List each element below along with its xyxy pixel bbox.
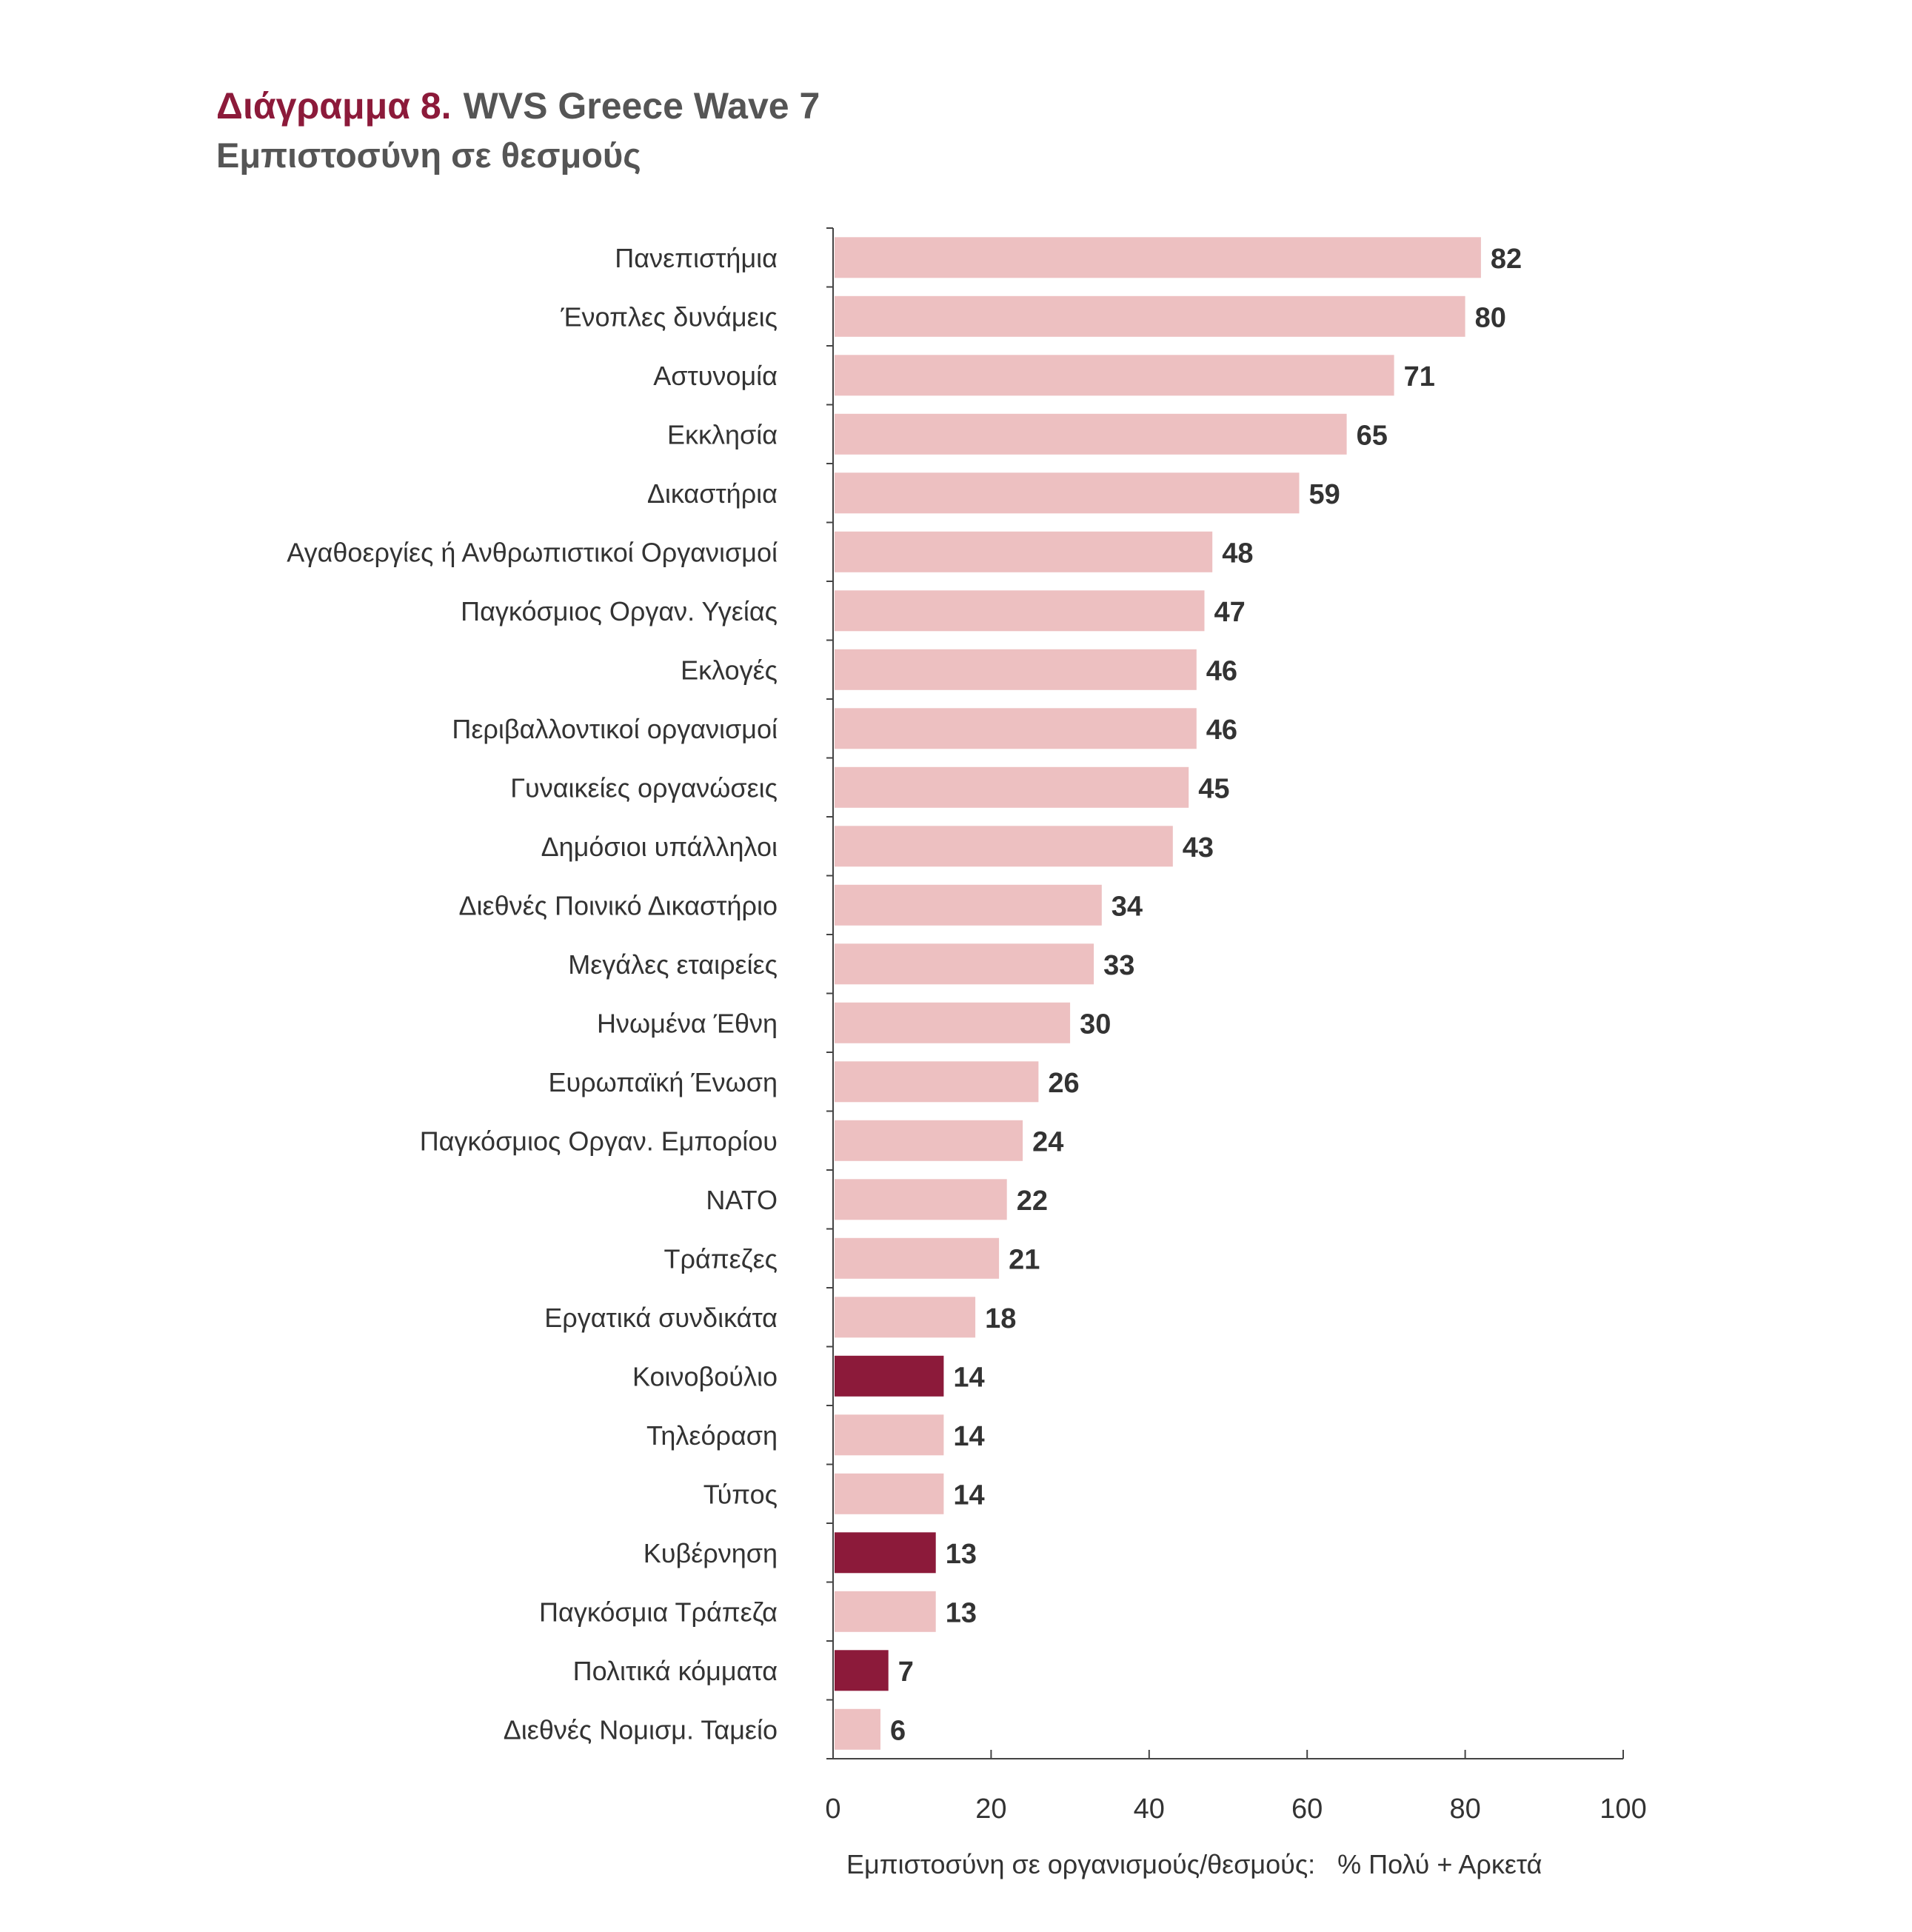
bar-13 xyxy=(835,943,1094,985)
bar-22 xyxy=(835,1473,944,1514)
category-label-19: Εργατικά συνδικάτα xyxy=(544,1303,778,1333)
category-label-1: Πανεπιστήμια xyxy=(615,243,778,273)
category-label-4: Εκκλησία xyxy=(667,419,778,449)
value-label-6: 48 xyxy=(1222,538,1253,569)
bar-21 xyxy=(835,1414,944,1456)
value-label-26: 6 xyxy=(890,1715,906,1746)
category-label-18: Τράπεζες xyxy=(664,1243,778,1274)
bar-9 xyxy=(835,708,1197,749)
category-label-13: Μεγάλες εταιρείες xyxy=(568,949,778,980)
chart-title-main: WVS Greece Wave 7 xyxy=(464,85,820,127)
category-label-25: Πολιτικά κόμματα xyxy=(573,1656,778,1686)
bar-16 xyxy=(835,1120,1023,1161)
chart-title-prefix: Διάγραμμα 8. xyxy=(216,85,452,127)
value-label-2: 80 xyxy=(1475,302,1506,333)
x-axis-title: Εμπιστοσύνη σε οργανισμούς/θεσμούς: % Πο… xyxy=(846,1849,1542,1879)
value-label-19: 18 xyxy=(985,1303,1016,1334)
category-label-26: Διεθνές Νομισμ. Ταμείο xyxy=(504,1714,778,1745)
value-labels-group: 8280716559484746464543343330262422211814… xyxy=(890,244,1522,1747)
value-label-15: 26 xyxy=(1048,1068,1079,1099)
bar-12 xyxy=(835,884,1102,926)
value-label-11: 43 xyxy=(1183,832,1214,863)
category-label-9: Περιβαλλοντικοί οργανισμοί xyxy=(452,714,778,744)
value-label-23: 13 xyxy=(946,1539,977,1570)
bar-14 xyxy=(835,1002,1071,1043)
value-label-25: 7 xyxy=(898,1657,914,1688)
bar-3 xyxy=(835,355,1394,396)
value-label-4: 65 xyxy=(1357,420,1388,451)
chart-title: Διάγραμμα 8. WVS Greece Wave 7 xyxy=(216,85,820,127)
bar-20-highlighted xyxy=(835,1355,944,1397)
category-label-23: Κυβέρνηση xyxy=(644,1538,778,1568)
chart-subtitle: Εμπιστοσύνη σε θεσμούς xyxy=(216,136,641,175)
category-label-24: Παγκόσμια Τράπεζα xyxy=(539,1597,778,1627)
category-label-21: Τηλεόραση xyxy=(646,1420,778,1451)
value-label-12: 34 xyxy=(1112,891,1143,922)
bar-15 xyxy=(835,1061,1039,1103)
bar-2 xyxy=(835,295,1465,337)
bar-5 xyxy=(835,472,1300,514)
bar-11 xyxy=(835,826,1173,867)
category-label-5: Δικαστήρια xyxy=(647,478,778,509)
x-tick-label-20: 20 xyxy=(975,1794,1006,1825)
category-label-10: Γυναικείες οργανώσεις xyxy=(510,772,778,803)
value-label-1: 82 xyxy=(1491,244,1522,275)
x-tick-label-60: 60 xyxy=(1291,1794,1323,1825)
category-label-2: Ένοπλες δυνάμεις xyxy=(560,301,778,332)
category-label-12: Διεθνές Ποινικό Δικαστήριο xyxy=(458,890,778,920)
x-tick-label-0: 0 xyxy=(825,1794,840,1825)
category-label-11: Δημόσιοι υπάλληλοι xyxy=(541,832,778,862)
bar-10 xyxy=(835,766,1189,808)
value-label-9: 46 xyxy=(1206,715,1237,746)
bars-group xyxy=(835,237,1481,1750)
axes-group: 0 20 40 60 80 100 xyxy=(825,227,1647,1825)
category-label-6: Αγαθοεργίες ή Ανθρωπιστικοί Οργανισμοί xyxy=(287,537,778,567)
category-label-3: Αστυνομία xyxy=(653,361,778,391)
category-label-8: Εκλογές xyxy=(681,655,778,685)
bar-19 xyxy=(835,1297,976,1338)
value-label-16: 24 xyxy=(1032,1126,1063,1157)
bar-1 xyxy=(835,237,1481,278)
category-label-20: Κοινοβούλιο xyxy=(632,1361,778,1391)
value-label-14: 30 xyxy=(1080,1009,1111,1040)
bar-4 xyxy=(835,413,1347,455)
value-label-10: 45 xyxy=(1198,773,1229,804)
bar-17 xyxy=(835,1179,1007,1220)
bar-6 xyxy=(835,531,1213,572)
category-label-22: Τύπος xyxy=(703,1479,778,1509)
category-label-14: Ηνωμένα Έθνη xyxy=(597,1008,778,1038)
x-tick-label-100: 100 xyxy=(1600,1794,1646,1825)
category-label-7: Παγκόσμιος Οργαν. Υγείας xyxy=(461,596,778,626)
category-label-15: Ευρωπαϊκή Ένωση xyxy=(548,1067,778,1097)
category-label-17: ΝΑΤΟ xyxy=(706,1185,778,1215)
value-label-3: 71 xyxy=(1404,361,1435,392)
value-label-22: 14 xyxy=(953,1480,984,1511)
value-label-20: 14 xyxy=(953,1362,984,1393)
bar-18 xyxy=(835,1237,1000,1279)
bar-7 xyxy=(835,590,1205,632)
value-label-7: 47 xyxy=(1214,597,1246,628)
x-tick-label-80: 80 xyxy=(1449,1794,1480,1825)
value-label-17: 22 xyxy=(1017,1186,1048,1217)
x-tick-label-40: 40 xyxy=(1134,1794,1165,1825)
bar-26 xyxy=(835,1708,880,1750)
value-label-21: 14 xyxy=(953,1421,984,1452)
bar-23-highlighted xyxy=(835,1532,936,1574)
bar-8 xyxy=(835,649,1197,690)
value-label-5: 59 xyxy=(1309,479,1340,510)
value-label-13: 33 xyxy=(1103,950,1134,981)
value-label-18: 21 xyxy=(1009,1244,1040,1275)
category-label-16: Παγκόσμιος Οργαν. Εμπορίου xyxy=(420,1126,778,1156)
value-label-8: 46 xyxy=(1206,655,1237,686)
value-label-24: 13 xyxy=(946,1597,977,1628)
bar-24 xyxy=(835,1591,936,1632)
category-labels-group: Πανεπιστήμια Ένοπλες δυνάμεις Αστυνομία Εκκ… xyxy=(287,243,778,1745)
bar-25-highlighted xyxy=(835,1650,889,1691)
